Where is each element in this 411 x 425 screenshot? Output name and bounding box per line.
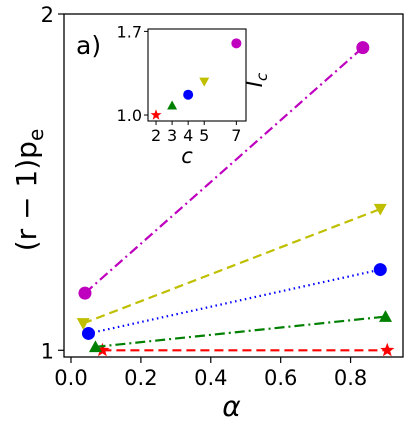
series-line-2	[88, 268, 381, 335]
y-axis-label: (r − 1)pe	[10, 129, 48, 252]
main-axes-frame	[63, 13, 404, 358]
x-tick-label: 0.8	[334, 366, 367, 390]
x-tick-label: 0.2	[124, 366, 157, 390]
y-axis-label-main: (r − 1)p	[10, 141, 43, 251]
inset-point-2	[183, 89, 194, 100]
inset-y-tick-label: 1.0	[117, 106, 142, 125]
inset-point-1	[167, 100, 178, 110]
series-0-point	[380, 342, 395, 357]
x-tick-label: 0.4	[194, 366, 227, 390]
y-axis-label-subscript: e	[24, 129, 48, 141]
panel-label: a)	[76, 31, 101, 60]
series-3-point	[373, 203, 387, 216]
x-axis-label: α	[222, 390, 241, 423]
series-line-4	[84, 46, 364, 294]
inset-y-tick-label: 1.7	[117, 22, 142, 41]
series-4-point	[78, 286, 92, 300]
inset-x-tick-label: 7	[231, 126, 241, 145]
inset-point-0	[150, 109, 162, 120]
main-plot: 0.0 0.2 0.4 0.6 0.8 1 2 α (r − 1)pe a)	[10, 3, 404, 423]
series-0-point	[95, 342, 110, 357]
inset-x-tick-label: 3	[167, 126, 177, 145]
x-tick-label: 0.0	[54, 366, 87, 390]
inset-y-axis-label-subscript: c	[253, 72, 271, 81]
series-3-point	[76, 318, 90, 330]
y-tick-label: 2	[41, 3, 54, 27]
inset-y-axis-label-main: I	[243, 81, 267, 87]
inset-x-tick-label: 5	[199, 126, 209, 145]
series-line-3	[82, 207, 381, 325]
series-1-point	[379, 310, 393, 322]
series-line-1	[95, 315, 386, 348]
series-1-point	[88, 340, 102, 353]
inset-y-axis-label: Ic	[243, 72, 271, 87]
y-tick-label: 1	[41, 339, 54, 363]
inset-point-4	[231, 38, 242, 49]
series-2-point	[373, 263, 387, 277]
series-4-point	[356, 41, 370, 55]
inset-point-3	[199, 77, 210, 87]
x-tick-label: 0.6	[264, 366, 297, 390]
inset-x-tick-label: 4	[183, 126, 193, 145]
inset-axes-frame	[147, 28, 247, 122]
series-2-point	[81, 326, 95, 340]
inset-x-axis-label: c	[181, 144, 193, 168]
inset-x-tick-label: 2	[151, 126, 161, 145]
